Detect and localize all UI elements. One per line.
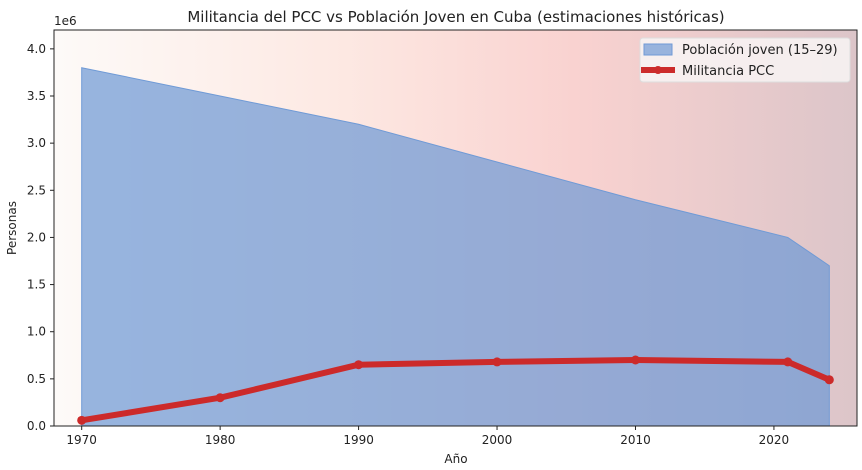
- legend-swatch-area: [643, 43, 673, 56]
- legend-label-area: Población joven (15–29): [682, 43, 838, 58]
- marker-militancia-pcc: [354, 360, 364, 370]
- legend-swatch-marker: [654, 66, 662, 74]
- x-tick-label: 1980: [205, 433, 236, 447]
- legend-label-line: Militancia PCC: [682, 64, 774, 79]
- marker-militancia-pcc: [824, 375, 834, 385]
- plot-frame: [53, 29, 858, 427]
- y-tick-label: 1.0: [27, 325, 46, 339]
- y-axis-label: Personas: [5, 201, 19, 255]
- legend-box: [639, 37, 851, 83]
- y-tick-label: 1.5: [27, 278, 46, 292]
- x-tick-label: 1970: [66, 433, 97, 447]
- y-tick-label: 2.0: [27, 230, 46, 244]
- x-axis-label: Año: [444, 452, 467, 466]
- x-tick-label: 1990: [343, 433, 374, 447]
- y-tick-label: 3.0: [27, 136, 46, 150]
- marker-militancia-pcc: [783, 357, 793, 367]
- y-tick-label: 0.0: [27, 419, 46, 433]
- y-tick-label: 4.0: [27, 42, 46, 56]
- x-tick-label: 2020: [759, 433, 790, 447]
- y-tick-label: 2.5: [27, 183, 46, 197]
- x-tick-label: 2000: [482, 433, 513, 447]
- marker-militancia-pcc: [215, 393, 225, 403]
- area-poblacion-joven: [81, 67, 830, 427]
- chart-title: Militancia del PCC vs Población Joven en…: [187, 8, 724, 26]
- legend: Población joven (15–29) Militancia PCC: [639, 37, 851, 83]
- x-tick-label: 2010: [620, 433, 651, 447]
- y-tick-label: 0.5: [27, 372, 46, 386]
- y-tick-label: 3.5: [27, 89, 46, 103]
- marker-militancia-pcc: [630, 355, 640, 365]
- marker-militancia-pcc: [492, 357, 502, 367]
- y-offset-label: 1e6: [54, 14, 77, 28]
- marker-militancia-pcc: [77, 415, 87, 425]
